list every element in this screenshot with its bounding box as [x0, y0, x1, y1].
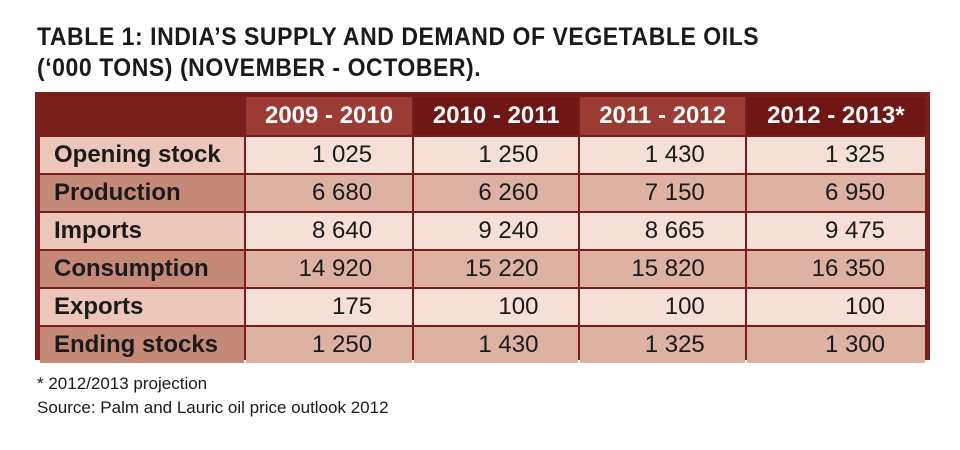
- table-cell: 1 325: [746, 137, 925, 173]
- table-cell: 16 350: [746, 251, 925, 287]
- row-label: Exports: [40, 289, 244, 325]
- table-cell: 1 250: [414, 137, 579, 173]
- table-cell: 9 240: [414, 213, 579, 249]
- table-cell: 1 250: [246, 327, 413, 363]
- table-cell: 9 475: [746, 213, 925, 249]
- header-cell-empty: [40, 97, 244, 135]
- table-row: Imports 8 640 9 240 8 665 9 475: [40, 213, 925, 249]
- table-cell: 6 950: [746, 175, 925, 211]
- table-cell: 7 150: [580, 175, 745, 211]
- header-cell-2009-2010: 2009 - 2010: [246, 97, 413, 135]
- table-cell: 1 300: [746, 327, 925, 363]
- title-line-1: TABLE 1: INDIA’S SUPPLY AND DEMAND OF VE…: [37, 23, 760, 51]
- row-label: Production: [40, 175, 244, 211]
- row-label: Opening stock: [40, 137, 244, 173]
- table-row: Opening stock 1 025 1 250 1 430 1 325: [40, 137, 925, 173]
- table-title: TABLE 1: INDIA’S SUPPLY AND DEMAND OF VE…: [37, 22, 865, 84]
- table-cell: 8 665: [580, 213, 745, 249]
- row-label: Imports: [40, 213, 244, 249]
- table-cell: 6 680: [246, 175, 413, 211]
- table-cell: 8 640: [246, 213, 413, 249]
- header-cell-2012-2013: 2012 - 2013*: [746, 97, 925, 135]
- table-row: Ending stocks 1 250 1 430 1 325 1 300: [40, 327, 925, 363]
- header-cell-2010-2011: 2010 - 2011: [414, 97, 579, 135]
- data-table-frame: 2009 - 2010 2010 - 2011 2011 - 2012 2012…: [35, 92, 930, 363]
- header-cell-2011-2012: 2011 - 2012: [580, 97, 745, 135]
- table-cell: 1 325: [580, 327, 745, 363]
- table-cell: 15 220: [414, 251, 579, 287]
- footnote: * 2012/2013 projection: [37, 374, 208, 393]
- title-line-2: (‘000 TONS) (NOVEMBER - OCTOBER).: [37, 54, 482, 82]
- table-cell: 1 430: [414, 327, 579, 363]
- table-cell: 100: [746, 289, 925, 325]
- table-row: Production 6 680 6 260 7 150 6 950: [40, 175, 925, 211]
- table-cell: 175: [246, 289, 413, 325]
- table-row: Exports 175 100 100 100: [40, 289, 925, 325]
- table-cell: 15 820: [580, 251, 745, 287]
- source-note: Source: Palm and Lauric oil price outloo…: [37, 398, 389, 417]
- table-cell: 100: [414, 289, 579, 325]
- table-cell: 1 430: [580, 137, 745, 173]
- table-cell: 1 025: [246, 137, 413, 173]
- table-row: Consumption 14 920 15 220 15 820 16 350: [40, 251, 925, 287]
- supply-demand-table: 2009 - 2010 2010 - 2011 2011 - 2012 2012…: [38, 95, 927, 365]
- table-cell: 6 260: [414, 175, 579, 211]
- table-cell: 14 920: [246, 251, 413, 287]
- row-label: Ending stocks: [40, 327, 244, 363]
- table-cell: 100: [580, 289, 745, 325]
- row-label: Consumption: [40, 251, 244, 287]
- header-row: 2009 - 2010 2010 - 2011 2011 - 2012 2012…: [40, 97, 925, 135]
- table-notes: * 2012/2013 projection Source: Palm and …: [37, 372, 389, 420]
